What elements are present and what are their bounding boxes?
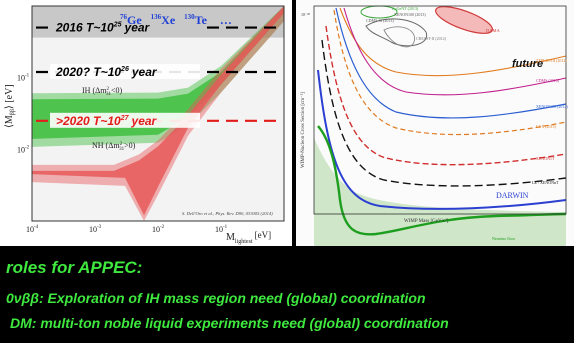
cogent-label: CoGeNT (2013): [392, 6, 419, 11]
sensitivity-label-bg-1: [50, 19, 200, 35]
x-tick-label-4: 10-1: [215, 225, 228, 234]
y-tick-top: 10⁻⁴⁰: [301, 12, 311, 17]
neutrino-floor-curve: [317, 125, 567, 236]
future-annotation: future: [512, 58, 543, 70]
lz-label: LZ / XENONnT: [532, 180, 559, 185]
nh-label: NH (Δm2 31>0): [92, 141, 136, 152]
sensitivity-lines-layer: 2016 T~1025 year 2020? T~1026 year >2020 T~1…: [36, 19, 280, 128]
cresst-label: CRESST-II (2012): [416, 36, 447, 41]
cdms-si-label: CDMS-Si (2013): [366, 18, 394, 23]
plot-frame: [31, 5, 285, 222]
y-tick-label-1: 10-1: [17, 74, 30, 83]
neutrino-floor-label: Neutrino floor: [492, 236, 516, 241]
nh-band-outer: [32, 6, 284, 221]
plot-frame: [313, 5, 567, 215]
footer-line-0vbb: 0νββ: Exploration of IH mass region need…: [6, 290, 426, 306]
sensitivity-label-2: 2020? T~1026 year: [55, 65, 158, 79]
isotope-header: 76Ge 136Xe 130Te …: [120, 13, 232, 27]
footer-line-dm: DM: multi-ton noble liquid experiments n…: [10, 315, 449, 331]
lux-label: LUX (2013): [536, 124, 557, 129]
citation: S. Dell'Oro et al., Phys. Rev. D90, 0330…: [182, 211, 273, 217]
y-axis-label: ⟨Mββ⟩ [eV]: [4, 84, 16, 128]
x-axis-label: WIMP Mass [GeV/c²]: [404, 218, 449, 224]
x-tick-label-1: 10-4: [26, 225, 39, 234]
sensitivity-label-bg-3: [50, 112, 200, 128]
sensitivity-label-1: 2016 T~1025 year: [55, 21, 151, 35]
y-axis-label: WIMP-Nucleon Cross Section [cm⁻²]: [300, 92, 306, 168]
effective-mass-svg: 2016 T~1025 year 2020? T~1026 year >2020 T~1…: [0, 0, 292, 246]
cdms-2010-curve: [343, 7, 567, 96]
wimp-limits-svg: future CoGeNT (2013) CDMS-Si (2013) XENO…: [296, 0, 574, 246]
cdms-2010-label: CDMS (2010): [536, 78, 560, 83]
xenon1t-label: XENON1T: [536, 156, 555, 161]
ih-band: [32, 6, 284, 139]
cresst-region: [383, 26, 416, 48]
xenon100-curve: [335, 7, 567, 119]
lz-curve: [321, 39, 567, 187]
x-tick-label-2: 10-3: [89, 225, 102, 234]
nh-band: [32, 6, 284, 216]
sensitivity-label-bg-2: [50, 63, 200, 79]
ih-label: IH (Δm2 31<0): [82, 86, 122, 97]
footer-title: roles for APPEC:: [6, 258, 143, 277]
xenon100-2013-label: XENON100 (2013): [394, 12, 426, 17]
lux-curve: [333, 9, 567, 136]
dama-label: DAMA: [486, 28, 501, 33]
y-tick-label-2: 10-2: [17, 145, 30, 154]
darwin-curve: [317, 69, 567, 210]
axis-ticks: 10-4 10-3 10-2 10-1 10-1 10-2: [17, 74, 228, 234]
darwin-label: DARWIN: [496, 191, 529, 200]
xenon1t-curve: [325, 25, 567, 166]
cdms-si-region: [365, 18, 428, 47]
wimp-limits-chart: future CoGeNT (2013) CDMS-Si (2013) XENO…: [296, 0, 574, 246]
effective-mass-chart: 2016 T~1025 year 2020? T~1026 year >2020 T~1…: [0, 0, 292, 246]
xenon100-label: XENON100 (2012): [536, 104, 568, 109]
neutrino-floor-region: [314, 138, 566, 246]
x-tick-label-3: 10-2: [152, 225, 165, 234]
footer: roles for APPEC: 0νββ: Exploration of IH…: [0, 250, 574, 343]
x-axis-label: Mlightest[eV]: [226, 230, 271, 245]
zeplin-label: ZEPLIN-III (2012): [536, 58, 567, 63]
dama-region: [435, 6, 493, 34]
sensitivity-label-3: >2020 T~1027 year: [56, 114, 158, 128]
exclusion-curves: [317, 5, 567, 236]
